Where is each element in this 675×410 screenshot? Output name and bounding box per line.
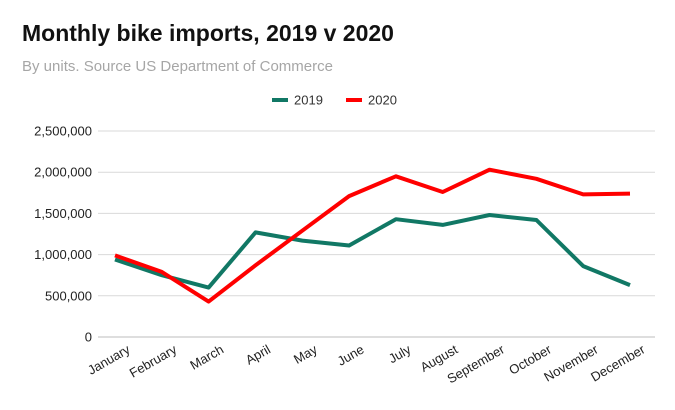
y-tick-label: 500,000 — [45, 288, 92, 303]
x-tick-label: February — [127, 341, 180, 380]
x-tick-label: June — [335, 342, 367, 369]
x-tick-label: March — [187, 342, 226, 373]
legend-label-2020: 2020 — [368, 93, 397, 108]
chart-title: Monthly bike imports, 2019 v 2020 — [22, 20, 394, 46]
chart-subtitle: By units. Source US Department of Commer… — [22, 58, 333, 75]
x-tick-label: April — [243, 342, 273, 368]
series-line-2019 — [114, 213, 631, 290]
legend-label-2019: 2019 — [294, 93, 323, 108]
series-line-2020 — [114, 167, 631, 304]
x-tick-label: May — [291, 341, 320, 367]
y-tick-label: 0 — [85, 330, 92, 345]
series-lines — [114, 167, 631, 304]
gridlines — [98, 130, 655, 338]
x-tick-label: January — [85, 341, 133, 377]
y-tick-label: 1,000,000 — [34, 247, 92, 262]
y-tick-label: 2,500,000 — [34, 124, 92, 139]
y-axis-ticks: 0 500,000 1,000,000 1,500,000 2,000,000 2,500… — [34, 124, 92, 345]
legend: 2019 2020 — [272, 93, 397, 108]
y-tick-label: 1,500,000 — [34, 206, 92, 221]
x-tick-label: July — [386, 341, 414, 366]
y-tick-label: 2,000,000 — [34, 165, 92, 180]
x-tick-label: December — [588, 341, 648, 384]
